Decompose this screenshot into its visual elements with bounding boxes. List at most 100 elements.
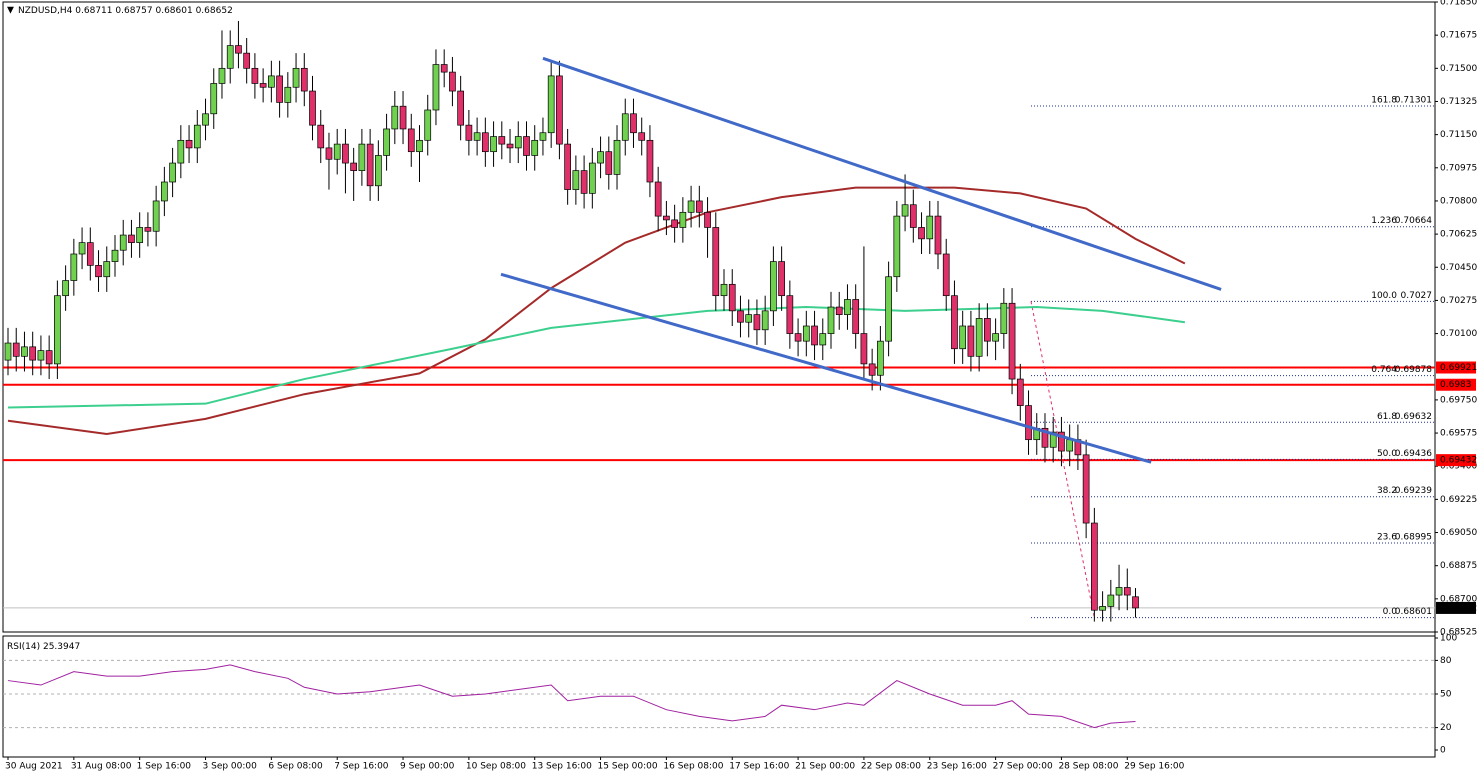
candle-body xyxy=(1049,431,1057,448)
fib-ratio: 38.2 xyxy=(1377,486,1397,496)
fib-ratio: 0.0 xyxy=(1383,607,1398,617)
candle-body xyxy=(745,314,753,323)
candle-body xyxy=(1099,606,1106,611)
candle-body xyxy=(317,124,325,149)
y-tick-label: 0.71675 xyxy=(1440,31,1477,41)
candle-body xyxy=(95,265,102,278)
candle-body xyxy=(531,139,539,156)
candle-body xyxy=(794,333,802,342)
candle-body xyxy=(391,105,399,130)
y-tick-label: 0.68700 xyxy=(1440,594,1477,604)
candle-body xyxy=(1058,431,1065,452)
candle-body xyxy=(975,318,983,357)
candle-body xyxy=(671,219,678,228)
level-label-box xyxy=(1436,378,1476,391)
candle-body xyxy=(951,295,958,350)
candle-body xyxy=(926,215,934,240)
candle-body xyxy=(1082,454,1090,524)
candle-body xyxy=(498,136,506,145)
candle-body xyxy=(580,170,588,194)
fib-price: 0.68995 xyxy=(1395,532,1432,542)
candle-body xyxy=(893,215,901,278)
candle-body xyxy=(901,204,909,217)
level-label-box xyxy=(1436,454,1476,467)
candle-body xyxy=(646,139,654,183)
level-label: 0.69432 xyxy=(1440,456,1477,466)
candle-body xyxy=(811,325,818,346)
candle-body xyxy=(877,340,884,376)
level-label: 0.6983 xyxy=(1440,380,1472,390)
candle-body xyxy=(1016,378,1024,406)
candle-body xyxy=(728,283,736,312)
candle-body xyxy=(4,342,12,361)
candle-body xyxy=(761,310,769,331)
candle-body xyxy=(588,162,596,194)
candle-body xyxy=(885,276,892,342)
y-tick-label: 0.71850 xyxy=(1440,0,1477,8)
candle-body xyxy=(523,136,530,156)
candle-body xyxy=(276,75,283,103)
rsi-last: 25.3947 xyxy=(43,642,80,652)
fib-ratio: 61.8 xyxy=(1377,412,1397,422)
candle-body xyxy=(547,75,555,134)
candle-body xyxy=(45,350,53,365)
fib-price: 0.69632 xyxy=(1395,412,1432,422)
candle-body xyxy=(942,253,950,297)
candle-body xyxy=(720,283,728,297)
candle-body xyxy=(539,132,547,141)
level-label-box xyxy=(1436,361,1476,374)
candle-body xyxy=(358,143,366,171)
fib-price: 0.7027 xyxy=(1401,291,1433,301)
candle-body xyxy=(375,155,382,187)
candle-body xyxy=(292,67,300,88)
y-tick-label: 0.69750 xyxy=(1440,395,1477,405)
y-tick-label: 0.69050 xyxy=(1440,528,1477,538)
candle-body xyxy=(1123,587,1131,596)
candle-body xyxy=(465,124,473,141)
candle-body xyxy=(967,325,975,357)
candle-body xyxy=(1066,439,1074,452)
candle-body xyxy=(827,306,835,334)
candle-body xyxy=(152,200,160,232)
candle-body xyxy=(218,67,226,84)
y-tick-label: 0.69400 xyxy=(1440,462,1477,472)
candle-body xyxy=(630,113,637,134)
y-tick-label: 0.69575 xyxy=(1440,429,1477,439)
fib-ratio: 161.8 xyxy=(1371,96,1397,106)
moving-average xyxy=(7,186,1186,436)
y-tick-label: 0.71500 xyxy=(1440,64,1477,74)
candle-body xyxy=(687,200,695,213)
candle-body xyxy=(654,181,662,217)
x-tick-label: 27 Sep 00:00 xyxy=(993,762,1053,772)
candle-body xyxy=(243,52,251,69)
rsi-tick-label: 20 xyxy=(1440,723,1452,733)
candle-body xyxy=(959,325,967,350)
rsi-panel xyxy=(2,635,1436,758)
candle-body xyxy=(62,280,69,297)
fib-price: 0.71301 xyxy=(1395,96,1432,106)
candle-body xyxy=(416,139,423,153)
candle-body xyxy=(605,151,613,175)
rsi-tick-label: 0 xyxy=(1440,746,1446,756)
candle-body xyxy=(333,143,341,160)
candle-body xyxy=(695,200,703,213)
candle-body xyxy=(704,211,711,228)
candle-body xyxy=(712,227,720,297)
candle-body xyxy=(29,346,37,361)
candle-body xyxy=(457,90,464,126)
main-panel xyxy=(2,1,1436,633)
candle-body xyxy=(663,215,670,221)
candle-body xyxy=(325,147,333,160)
fib-ratio: 50.0 xyxy=(1377,449,1397,459)
y-tick-label: 0.70275 xyxy=(1440,296,1477,306)
candle-body xyxy=(70,253,78,281)
candle-body xyxy=(770,261,777,312)
candle-body xyxy=(490,136,497,153)
candle-body xyxy=(350,162,358,171)
candle-body xyxy=(1000,302,1008,334)
candle-body xyxy=(440,64,448,73)
fib-price: 0.69436 xyxy=(1395,449,1432,459)
candle-body xyxy=(852,299,860,334)
header-close: 0.68652 xyxy=(196,6,233,16)
